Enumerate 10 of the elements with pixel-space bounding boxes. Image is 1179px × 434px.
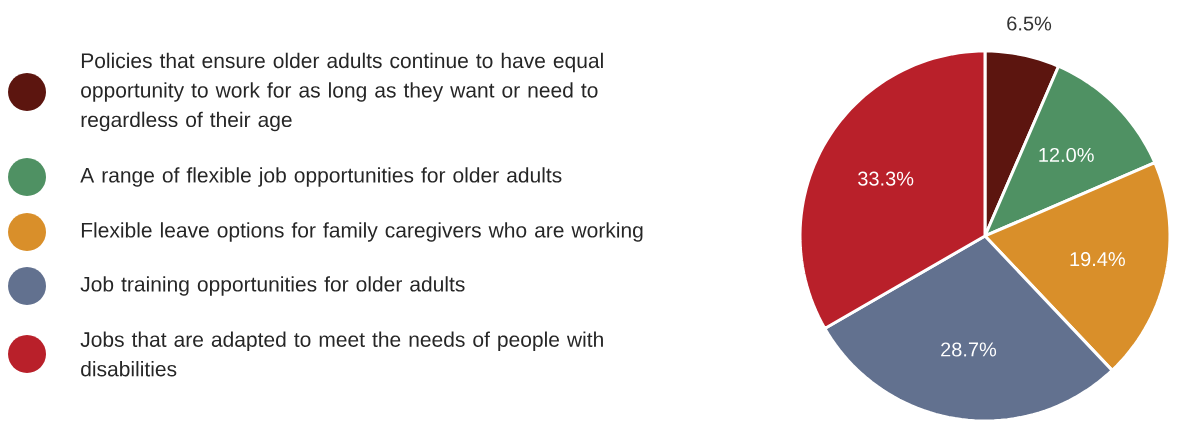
data-label: 6.5%: [1007, 16, 1052, 31]
legend-label: A range of flexible job opportunities for older adults: [80, 167, 562, 187]
legend-label: Flexible leave options for family caregivers who are working: [81, 222, 643, 242]
data-label: 12.0%: [1039, 147, 1094, 163]
data-label: 19.4%: [1070, 252, 1125, 267]
legend-label: Job training opportunities for older adults: [80, 276, 465, 296]
data-label: 33.3%: [858, 171, 914, 186]
legend-label: Policies that ensure older adults continue to have equal opportunity to work for as long as they want or need to regardless of their age: [81, 52, 603, 132]
data-label: 28.7%: [941, 342, 997, 357]
legend-label: Jobs that are adapted to meet the needs of people with disabilities: [80, 331, 603, 377]
